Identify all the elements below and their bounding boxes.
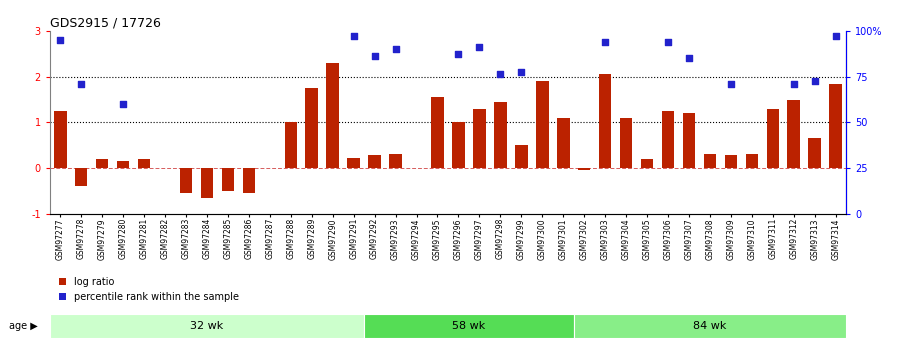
Bar [787, 100, 800, 168]
Bar [829, 83, 842, 168]
Bar [515, 145, 528, 168]
Bar [138, 159, 150, 168]
Text: GDS2915 / 17726: GDS2915 / 17726 [50, 17, 161, 30]
Point [807, 79, 822, 84]
Bar [574, 314, 846, 338]
Bar [389, 155, 402, 168]
Legend: log ratio, percentile rank within the sample: log ratio, percentile rank within the sa… [54, 273, 243, 306]
Bar [306, 88, 318, 168]
Bar [243, 168, 255, 193]
Bar [431, 97, 443, 168]
Point [681, 56, 696, 61]
Point [74, 81, 89, 86]
Bar [201, 168, 214, 198]
Bar [327, 63, 339, 168]
Text: age ▶: age ▶ [9, 321, 38, 331]
Bar [54, 111, 67, 168]
Bar [662, 111, 674, 168]
Bar [284, 122, 297, 168]
Text: 58 wk: 58 wk [452, 321, 486, 331]
Bar [641, 159, 653, 168]
Point [514, 69, 529, 75]
Point [53, 37, 68, 43]
Bar [364, 314, 574, 338]
Bar [557, 118, 569, 168]
Bar [808, 138, 821, 168]
Point [724, 81, 738, 86]
Bar [599, 75, 612, 168]
Point [828, 33, 843, 38]
Bar [348, 158, 360, 168]
Bar [536, 81, 548, 168]
Text: 32 wk: 32 wk [190, 321, 224, 331]
Point [598, 40, 613, 45]
Point [452, 51, 466, 57]
Bar [75, 168, 88, 186]
Bar [620, 118, 633, 168]
Point [367, 53, 382, 59]
Point [472, 44, 487, 50]
Point [786, 81, 801, 86]
Text: 84 wk: 84 wk [693, 321, 727, 331]
Bar [682, 113, 695, 168]
Bar [117, 161, 129, 168]
Bar [452, 122, 465, 168]
Bar [704, 155, 716, 168]
Bar [746, 155, 758, 168]
Point [116, 101, 130, 107]
Bar [50, 314, 364, 338]
Point [661, 40, 675, 45]
Bar [725, 155, 738, 168]
Bar [96, 159, 109, 168]
Bar [767, 109, 779, 168]
Bar [473, 109, 486, 168]
Bar [494, 102, 507, 168]
Point [493, 72, 508, 77]
Bar [222, 168, 234, 191]
Bar [180, 168, 192, 193]
Point [347, 33, 361, 38]
Bar [578, 168, 590, 170]
Bar [368, 155, 381, 168]
Point [388, 47, 403, 52]
